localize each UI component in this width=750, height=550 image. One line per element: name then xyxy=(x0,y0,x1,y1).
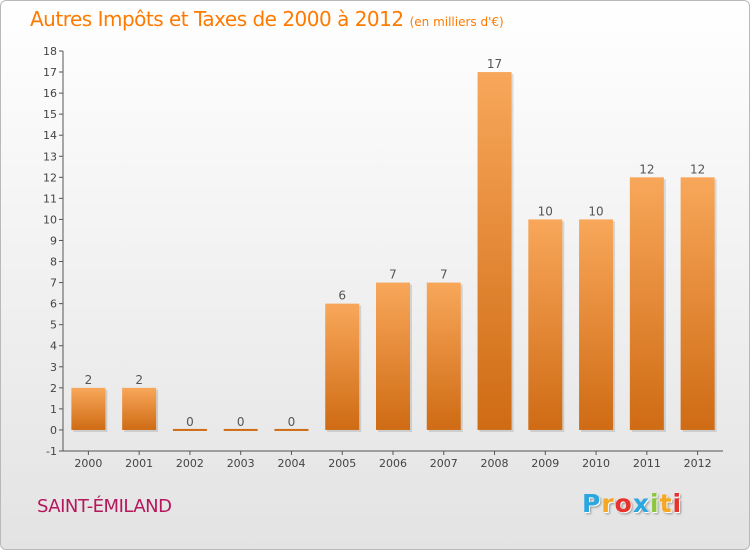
x-tick-label: 2011 xyxy=(633,457,661,470)
logo-letter: o xyxy=(614,489,633,518)
x-tick-label: 2004 xyxy=(277,457,305,470)
bar xyxy=(477,72,512,430)
chart-title-row: Autres Impôts et Taxes de 2000 à 2012 (en… xyxy=(30,7,504,31)
y-tick-label: 0 xyxy=(50,424,57,437)
y-tick-label: 3 xyxy=(50,361,57,374)
logo-letter: i xyxy=(672,489,683,518)
bar xyxy=(122,387,157,430)
x-tick-label: 2010 xyxy=(582,457,610,470)
data-label: 12 xyxy=(690,162,705,176)
x-tick-label: 2012 xyxy=(684,457,712,470)
logo-letter: P xyxy=(582,489,602,518)
y-tick-label: 14 xyxy=(43,129,57,142)
x-tick-label: 2008 xyxy=(481,457,509,470)
y-tick-label: 13 xyxy=(43,150,57,163)
x-tick-label: 2007 xyxy=(430,457,458,470)
data-label: 2 xyxy=(135,373,143,387)
bar xyxy=(579,219,614,430)
data-label: 7 xyxy=(440,268,448,282)
y-tick-label: 18 xyxy=(43,45,57,58)
bar xyxy=(71,387,106,430)
x-tick-label: 2002 xyxy=(176,457,204,470)
bar xyxy=(376,282,410,430)
data-label: 10 xyxy=(588,204,603,218)
proxiti-logo[interactable]: Proxiti xyxy=(582,489,682,518)
bar xyxy=(680,177,715,430)
bar xyxy=(172,428,207,431)
data-label: 0 xyxy=(186,415,194,429)
bar xyxy=(223,428,258,431)
y-tick-label: 5 xyxy=(50,319,57,332)
y-tick-label: 11 xyxy=(43,192,57,205)
y-tick-label: 10 xyxy=(43,213,57,226)
y-tick-label: 7 xyxy=(50,277,57,290)
y-tick-label: 1 xyxy=(50,403,57,416)
logo-letter: r xyxy=(601,489,615,518)
data-label: 2 xyxy=(85,373,93,387)
x-tick-label: 2001 xyxy=(125,457,153,470)
y-tick-label: 4 xyxy=(50,340,57,353)
x-tick-label: 2005 xyxy=(328,457,356,470)
bar xyxy=(528,219,563,430)
x-tick-label: 2009 xyxy=(531,457,559,470)
x-tick-label: 2003 xyxy=(227,457,255,470)
data-label: 0 xyxy=(237,415,245,429)
y-tick-label: 8 xyxy=(50,256,57,269)
data-label: 12 xyxy=(639,162,654,176)
y-tick-label: 16 xyxy=(43,87,57,100)
bar xyxy=(325,303,360,430)
logo-letter: x xyxy=(632,489,650,518)
logo-letter: i xyxy=(650,489,660,518)
chart-subtitle: (en milliers d'€) xyxy=(409,15,504,29)
logo-letter: t xyxy=(659,489,673,518)
bar xyxy=(629,177,664,430)
y-tick-label: 17 xyxy=(43,66,57,79)
y-tick-label: 6 xyxy=(50,298,57,311)
bar xyxy=(426,282,461,430)
y-tick-label: 9 xyxy=(50,234,57,247)
chart-title: Autres Impôts et Taxes de 2000 à 2012 xyxy=(30,7,404,31)
bar xyxy=(274,428,309,431)
data-label: 6 xyxy=(338,289,346,303)
data-label: 10 xyxy=(538,204,553,218)
city-name: SAINT-ÉMILAND xyxy=(37,496,172,517)
y-tick-label: 2 xyxy=(50,382,57,395)
data-labels-layer: 2 2 0 0 0 6 7 7 17 10 10 12 12 xyxy=(85,57,706,429)
bars-layer xyxy=(71,72,717,432)
data-label: 0 xyxy=(288,415,296,429)
x-tick-label: 2000 xyxy=(74,457,102,470)
data-label: 7 xyxy=(389,268,397,282)
data-label: 17 xyxy=(487,57,502,71)
y-tick-label: 15 xyxy=(43,108,57,121)
x-tick-label: 2006 xyxy=(379,457,407,470)
y-tick-label: -1 xyxy=(46,445,57,458)
y-tick-label: 12 xyxy=(43,171,57,184)
